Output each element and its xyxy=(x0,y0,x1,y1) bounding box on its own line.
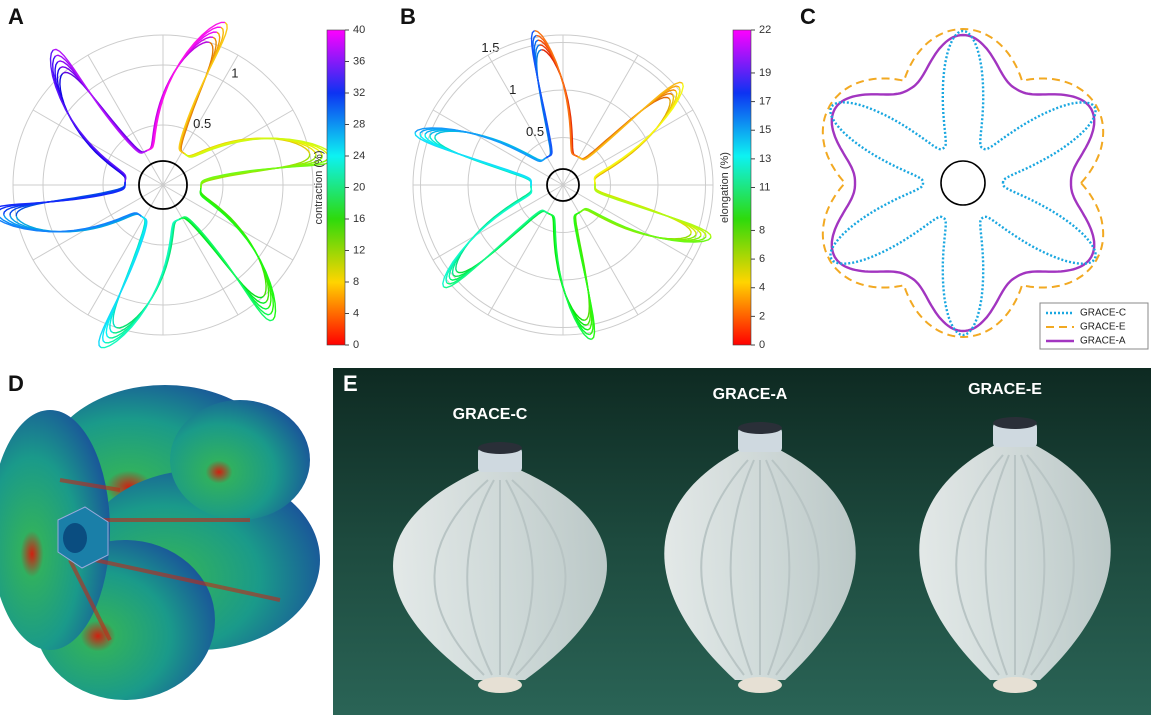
colorbar-tick-label: 11 xyxy=(759,181,770,193)
profile-curve xyxy=(823,29,1103,337)
caption: GRACE-A xyxy=(713,386,788,403)
contour-curve xyxy=(538,40,578,157)
contour-curve xyxy=(99,216,147,347)
panel-c: GRACE-C GRACE-E GRACE-A xyxy=(823,29,1148,349)
colorbar-tick-label: 16 xyxy=(353,213,365,225)
radial-grid xyxy=(88,55,163,185)
radial-grid xyxy=(88,185,163,315)
panel-label: D xyxy=(8,371,24,396)
center-ring xyxy=(941,161,985,205)
actuator-cap-top xyxy=(478,442,522,454)
radial-tick-label: 0.5 xyxy=(526,124,544,139)
panel-label: E xyxy=(343,371,358,396)
radial-tick-label: 1.5 xyxy=(481,40,499,55)
radial-grid xyxy=(563,55,638,185)
colorbar-tick-label: 4 xyxy=(759,282,765,294)
panel-e: GRACE-C GRACE-A GRACE-E xyxy=(333,368,1151,715)
contour-curve xyxy=(201,155,316,189)
panel-label: A xyxy=(8,4,24,29)
contour-curve xyxy=(449,186,531,279)
actuator-base xyxy=(993,677,1037,693)
colorbar-tick-label: 32 xyxy=(353,87,365,99)
contour-curve xyxy=(548,213,588,330)
contour-curve xyxy=(201,188,271,308)
radial-grid xyxy=(433,110,563,185)
contour-curve xyxy=(4,182,125,215)
actuator-cap-top xyxy=(738,422,782,434)
actuator-base xyxy=(478,677,522,693)
contour-curve xyxy=(595,91,677,184)
contour-curve xyxy=(200,188,275,320)
panel-d xyxy=(0,385,320,700)
panel-label: C xyxy=(800,4,816,29)
colorbar-tick-label: 13 xyxy=(759,153,771,165)
radial-grid xyxy=(563,185,638,315)
contour-curve xyxy=(10,182,125,216)
colorbar xyxy=(327,30,345,345)
radial-grid xyxy=(563,185,693,260)
legend-label: GRACE-C xyxy=(1080,308,1126,319)
contour-curve xyxy=(179,22,227,153)
contour-curve xyxy=(548,213,586,325)
contour-curve xyxy=(117,219,180,328)
caption: GRACE-C xyxy=(453,406,528,423)
colorbar-tick-label: 19 xyxy=(759,67,771,79)
radial-grid xyxy=(488,55,563,185)
caption: GRACE-E xyxy=(968,381,1042,398)
contour-curve xyxy=(147,37,213,151)
figure: A B C GRACE-CGRACE-EGRACE-A D GRACE-CGRA… xyxy=(0,0,1151,715)
contour-curve xyxy=(103,216,147,342)
colorbar-tick-label: 0 xyxy=(759,339,765,351)
contour-curve xyxy=(60,67,147,153)
profile-curve xyxy=(831,31,1096,335)
contour-curve xyxy=(180,27,224,153)
contour-curve xyxy=(147,32,217,151)
colorbar-tick-label: 0 xyxy=(353,339,359,351)
colorbar-tick-label: 20 xyxy=(353,181,365,193)
colorbar-tick-label: 24 xyxy=(353,150,365,162)
colorbar-tick-label: 28 xyxy=(353,118,365,130)
colorbar-tick-label: 17 xyxy=(759,95,771,107)
colorbar-tick-label: 15 xyxy=(759,124,771,136)
actuator-cap-top xyxy=(993,417,1037,429)
radial-tick-label: 0.5 xyxy=(193,116,211,131)
radial-tick-label: 1 xyxy=(509,82,516,97)
legend-label: GRACE-E xyxy=(1080,322,1126,333)
panel-label: B xyxy=(400,4,416,29)
contour-curve xyxy=(55,62,125,182)
contour-curve xyxy=(0,182,125,214)
radial-grid xyxy=(163,185,293,260)
actuator-base xyxy=(738,677,782,693)
colorbar-tick-label: 12 xyxy=(353,244,365,256)
legend-label: GRACE-A xyxy=(1080,336,1126,347)
radial-grid xyxy=(488,185,563,315)
colorbar-tick-label: 22 xyxy=(759,24,771,36)
contour-curve xyxy=(51,50,126,182)
colorbar-label: elongation (%) xyxy=(719,152,731,223)
radial-grid xyxy=(163,185,238,315)
colorbar-tick-label: 8 xyxy=(353,276,359,288)
colorbar xyxy=(733,30,751,345)
colorbar-tick-label: 36 xyxy=(353,55,365,67)
contour-curve xyxy=(443,186,532,287)
contour-curve xyxy=(147,42,210,151)
contour-curve xyxy=(540,45,578,157)
lobe xyxy=(170,400,310,520)
contour-curve xyxy=(201,155,322,188)
colorbar-tick-label: 2 xyxy=(759,310,765,322)
contour-curve xyxy=(109,219,179,338)
colorbar-label: contraction (%) xyxy=(313,151,325,225)
colorbar-tick-label: 40 xyxy=(353,24,365,36)
contour-curve xyxy=(113,219,179,333)
radial-grid xyxy=(33,110,163,185)
colorbar-tick-label: 4 xyxy=(353,307,359,319)
contour-curve xyxy=(179,218,266,304)
radial-tick-label: 1 xyxy=(231,66,238,81)
colorbar-tick-label: 8 xyxy=(759,224,765,236)
contour-curve xyxy=(595,83,684,184)
colorbar-tick-label: 6 xyxy=(759,253,765,265)
nut-hole xyxy=(63,523,87,553)
